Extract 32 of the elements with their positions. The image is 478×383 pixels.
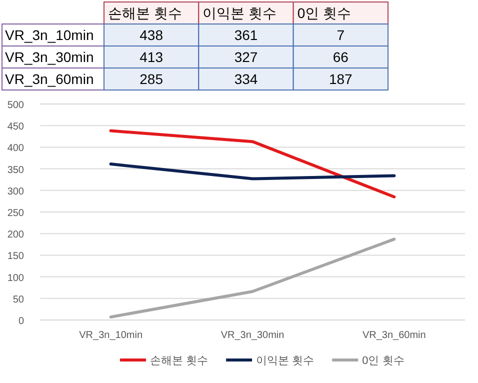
data-label: 285: [140, 71, 164, 87]
data-label: 7: [336, 27, 345, 43]
data-label: 413: [140, 49, 164, 65]
x-tick-label: 0인 횟수: [297, 5, 352, 21]
legend-label: 0인 횟수: [362, 355, 404, 367]
x-tick-label: VR_3n_60min: [362, 330, 426, 341]
y-tick-label: VR_3n_10min: [5, 27, 94, 43]
y-tick-label: 250: [7, 208, 24, 219]
legend-label: 손해본 횟수: [150, 355, 208, 367]
x-tick-label: VR_3n_10min: [79, 330, 143, 341]
data-label: 327: [234, 49, 258, 65]
y-tick-label: VR_3n_60min: [5, 71, 94, 87]
y-tick-label: 100: [7, 272, 24, 284]
x-tick-label: 손해본 횟수: [108, 5, 182, 21]
x-tick-label: 이익본 횟수: [202, 5, 277, 21]
y-tick-label: VR_3n_30min: [5, 49, 94, 65]
data-label: 334: [234, 71, 258, 87]
legend-label: 이익본 횟수: [256, 355, 314, 367]
y-tick-label: 0: [18, 316, 24, 327]
data-label: 438: [140, 27, 164, 43]
data-label: 66: [332, 49, 349, 65]
y-tick-label: 150: [7, 251, 24, 262]
y-tick-label: 500: [7, 100, 24, 111]
y-tick-label: 200: [7, 230, 24, 241]
data-label: 361: [234, 27, 258, 43]
y-tick-label: 300: [7, 186, 24, 198]
x-tick-label: VR_3n_30min: [220, 330, 284, 341]
y-tick-label: 400: [7, 143, 24, 154]
y-tick-label: 350: [7, 164, 24, 176]
data-label: 187: [328, 71, 353, 87]
y-tick-label: 450: [7, 122, 24, 133]
y-tick-label: 50: [12, 294, 24, 306]
